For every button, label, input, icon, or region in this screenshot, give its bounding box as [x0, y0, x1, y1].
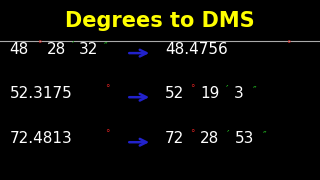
- Text: °: °: [106, 85, 110, 94]
- Text: ″: ″: [262, 130, 266, 140]
- Text: ′: ′: [226, 85, 228, 95]
- Text: 48.4756: 48.4756: [165, 42, 228, 57]
- Text: °: °: [37, 40, 41, 50]
- Text: °: °: [106, 130, 110, 139]
- Text: 53: 53: [235, 131, 255, 146]
- Text: 72: 72: [165, 131, 184, 146]
- Text: °: °: [286, 40, 291, 50]
- Text: Degrees to DMS: Degrees to DMS: [65, 11, 255, 31]
- Text: 28: 28: [46, 42, 66, 57]
- Text: ″: ″: [104, 41, 108, 51]
- Text: °: °: [190, 130, 195, 139]
- Text: °: °: [190, 85, 195, 94]
- Text: 72.4813: 72.4813: [10, 131, 72, 146]
- Text: 48: 48: [10, 42, 29, 57]
- Text: 52: 52: [165, 86, 184, 101]
- Text: 32: 32: [78, 42, 98, 57]
- Text: 28: 28: [200, 131, 219, 146]
- Text: 52.3175: 52.3175: [10, 86, 72, 101]
- Text: 3: 3: [234, 86, 243, 101]
- Text: ′: ′: [72, 41, 75, 51]
- Text: ′: ′: [227, 130, 230, 140]
- Text: 19: 19: [200, 86, 220, 101]
- Text: ″: ″: [253, 85, 256, 95]
